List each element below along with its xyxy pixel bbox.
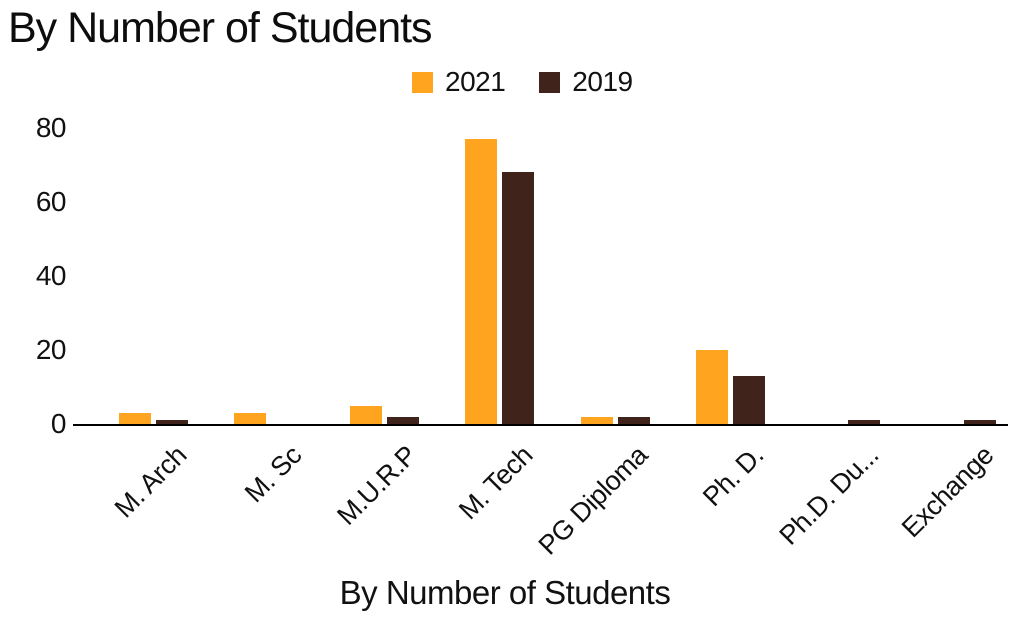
y-tick-label-0: 0 [50,408,67,439]
chart-title: By Number of Students [8,4,433,52]
bar-2021-pg-diploma[interactable] [580,416,613,424]
legend-swatch-2019-icon [539,71,561,93]
legend-item-2021[interactable]: 2021 [412,66,506,98]
x-axis-line [73,424,1008,426]
legend-label-2021: 2021 [445,66,506,97]
legend-swatch-2021-icon [412,71,433,93]
bar-2021-m-arch[interactable] [119,412,151,424]
bar-2019-exchange[interactable] [963,420,996,424]
bar-2019-m-arch[interactable] [156,420,188,424]
x-axis-title: By Number of Students [339,574,671,611]
bar-2019-ph-d[interactable] [733,375,765,424]
bar-2019-m-tech[interactable] [502,172,535,424]
bar-2021-ph-d[interactable] [696,350,728,424]
bar-2021-m-tech[interactable] [465,139,498,424]
bar-2019-m-u-r-p[interactable] [386,416,419,424]
y-tick-label-60: 60 [35,186,67,217]
y-tick-label-40: 40 [35,260,67,291]
bar-2019-ph-d-du[interactable] [848,420,881,424]
bar-2021-m-u-r-p[interactable] [349,405,382,424]
legend-item-2019[interactable]: 2019 [539,66,633,98]
legend: 2021 2019 [412,66,633,98]
y-tick-label-80: 80 [35,112,67,143]
y-tick-label-20: 20 [35,334,67,365]
bar-2019-pg-diploma[interactable] [617,416,650,424]
legend-label-2019: 2019 [572,66,633,97]
bar-2021-m-sc[interactable] [234,412,267,424]
